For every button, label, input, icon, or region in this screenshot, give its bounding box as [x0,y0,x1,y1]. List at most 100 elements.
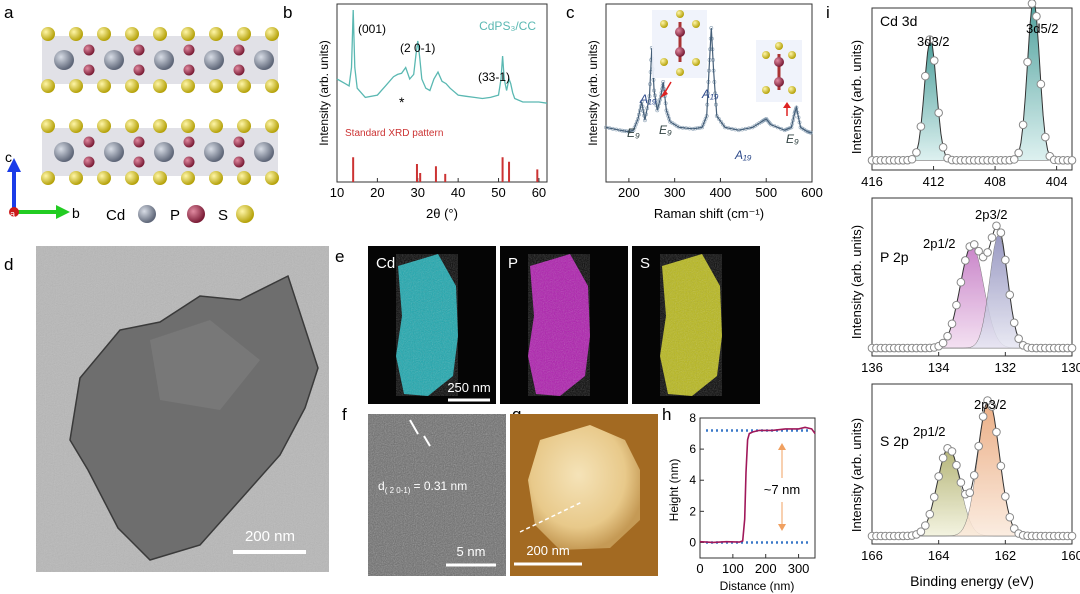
eds-map-p: P [500,246,628,404]
data-point [956,277,966,287]
xps-label-s: S 2p [880,433,909,449]
axis-ylabel-i-top: Intensity (arb. units) [849,40,864,154]
map-texture [528,254,590,396]
p-atom [133,136,145,148]
cd-atom [154,142,174,162]
data-point [969,471,979,480]
tick-label: 162 [994,548,1016,563]
tick-label: 136 [861,360,883,375]
data-point [1018,120,1028,130]
s-atom [41,119,55,133]
p-atom [133,156,145,168]
tick-label: 300 [664,185,686,200]
tick-label: 130 [1061,360,1080,375]
s-atom [153,119,167,133]
xticks-c: 200 300 400 500 600 [618,178,823,200]
s-atom [69,27,83,41]
cd-atom [104,142,124,162]
s-atom [265,27,279,41]
cd-atom [154,50,174,70]
p-atom [183,136,195,148]
data-point [947,319,957,329]
data-point [1009,155,1019,164]
s-atom [97,171,111,185]
s-atom [265,119,279,133]
ticks-h: 0 100 200 300 0 2 4 6 8 [689,411,809,576]
peak-label-p-32: 2p3/2 [975,207,1008,222]
p-atom [83,64,95,76]
scalebar-label-e: 250 nm [447,380,490,395]
panel-g: g 200 nm [510,405,658,576]
s-atom [181,119,195,133]
s-atom [125,119,139,133]
xps-cd3d: 416 412 408 404 [861,0,1077,189]
peak-label-cd-32: 3d3/2 [917,34,950,49]
tick-label: 200 [755,561,777,576]
vibration-inset-a1g [652,10,707,98]
s-atom [237,171,251,185]
peak-label-s-32: 2p3/2 [974,397,1007,412]
data-point [996,228,1006,237]
data-point [916,527,926,536]
tick-label: 412 [923,174,945,189]
peak-label-s-12: 2p1/2 [913,424,946,439]
xrd-reference-lines [352,157,539,182]
panel-d: d 200 nm [4,246,329,572]
p-atom [183,64,195,76]
crystal-layer-bottom [41,119,279,185]
panel-e: e Cd P S 250 nm [335,246,760,404]
s-atom [237,79,251,93]
raman-point [721,122,725,127]
tick-label: 166 [861,548,883,563]
peak-label-cd-52: 3d5/2 [1026,21,1059,36]
s-atom [153,79,167,93]
xps-s2p: 166 164 162 160 [861,383,1080,563]
p-atom [233,44,245,56]
data-point [925,509,935,519]
axis-xlabel-h: Distance (nm) [720,579,795,593]
s-atom [181,27,195,41]
data-point [952,460,961,470]
tick-label: 200 [618,185,640,200]
p-atom [233,64,245,76]
p-atom [233,156,245,168]
data-point [907,154,917,164]
tick-label: 164 [928,548,950,563]
xps-label-p: P 2p [880,249,909,265]
s-atom [69,79,83,93]
panel-letter-i: i [826,3,830,22]
tick-label: 60 [532,185,546,200]
afm-profile-line [519,501,583,533]
data-point [1009,318,1019,328]
cd-atom [254,142,274,162]
data-point [943,331,952,341]
tick-label: 300 [788,561,810,576]
panel-letter-a: a [4,3,14,22]
panel-c: c Intensity (arb. units) 200 300 400 500 600… [566,3,823,221]
data-point [1005,290,1015,300]
panel-h: h Height (nm) Distance (nm) 0 100 200 300 0 2… [662,405,816,593]
crystal-axes: c b a [5,149,80,221]
data-point [916,122,926,131]
xps-p2p: 136 134 132 130 [861,197,1080,375]
tick-label: 500 [755,185,777,200]
s-atom [237,27,251,41]
tick-label: 132 [994,360,1016,375]
afm-flake [528,425,640,550]
xps-label-cd: Cd 3d [880,13,917,29]
s-atom [265,79,279,93]
panel-letter-c: c [566,3,575,22]
tick-label: 400 [710,185,732,200]
data-point [925,35,935,44]
data-point [938,338,948,348]
tick-label: 0 [696,561,703,576]
s-atom [69,171,83,185]
tick-label: 100 [722,561,744,576]
tick-label: 50 [491,185,505,200]
mode-label-a1g-2: A₁₉ [701,87,719,101]
map-texture [660,254,722,396]
p-atom [133,64,145,76]
axis-xlabel-c: Raman shift (cm⁻¹) [654,206,764,221]
mode-label-eg-2: E₉ [659,123,672,137]
